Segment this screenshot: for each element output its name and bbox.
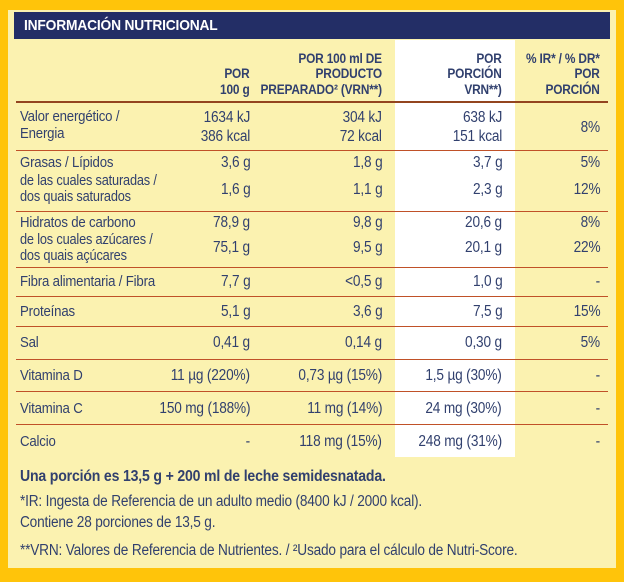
- value-ir: 5%: [580, 154, 601, 171]
- value-ir: -: [595, 273, 601, 290]
- row-vitamin-d: Vitamina D 11 µg (220%) 0,73 µg (15%) 1,…: [16, 360, 608, 392]
- value-ir: 8%: [580, 119, 601, 136]
- value-per-100g: 3,6 g: [220, 154, 251, 171]
- row-salt: Sal 0,41 g 0,14 g 0,30 g 5%: [16, 327, 608, 360]
- sub-value-portion: 2,3 g: [472, 181, 503, 198]
- row-fats: Grasas / Lípidos de las cuales saturadas…: [16, 151, 608, 212]
- row-calcium: Calcio - 118 mg (15%) 248 mg (31%) -: [16, 425, 608, 457]
- value-portion: 248 mg (31%): [418, 433, 502, 450]
- value-per-100g: 5,1 g: [220, 303, 251, 320]
- value-portion: 3,7 g: [472, 154, 503, 171]
- nutrition-panel: INFORMACIÓN NUTRICIONAL POR 100 g POR 10…: [8, 10, 616, 568]
- row-label: Calcio: [20, 433, 56, 450]
- nutrition-table: Valor energético / Energia 1634 kJ 386 kc…: [16, 105, 608, 457]
- value-ir: 8%: [580, 214, 601, 231]
- row-vitamin-c: Vitamina C 150 mg (188%) 11 mg (14%) 24 …: [16, 392, 608, 425]
- row-label: Vitamina D: [20, 367, 83, 384]
- value-prepared: 304 kJ 72 kcal: [340, 109, 382, 145]
- row-protein: Proteínas 5,1 g 3,6 g 7,5 g 15%: [16, 297, 608, 327]
- sub-value-prepared: 1,1 g: [352, 181, 383, 198]
- value-ir: -: [595, 367, 601, 384]
- value-per-100g: 7,7 g: [220, 273, 251, 290]
- value-prepared: 1,8 g: [352, 154, 383, 171]
- sub-value-per-100g: 75,1 g: [213, 239, 250, 256]
- value-portion: 0,30 g: [465, 334, 502, 351]
- row-label: Sal: [20, 334, 39, 351]
- value-ir: 15%: [573, 303, 600, 320]
- value-portion: 1,5 µg (30%): [425, 367, 502, 384]
- row-carbohydrates: Hidratos de carbono de los cuales azúcar…: [16, 212, 608, 268]
- col-header-per-portion: POR PORCIÓN VRN**): [447, 50, 502, 97]
- value-portion: 1,0 g: [472, 273, 503, 290]
- value-ir: -: [595, 400, 601, 417]
- row-energy: Valor energético / Energia 1634 kJ 386 kc…: [16, 105, 608, 151]
- sub-value-prepared: 9,5 g: [352, 239, 383, 256]
- value-prepared: 9,8 g: [352, 214, 383, 231]
- portion-note: Una porción es 13,5 g + 200 ml de leche …: [20, 468, 386, 485]
- value-portion: 20,6 g: [465, 214, 502, 231]
- value-portion: 24 mg (30%): [425, 400, 502, 417]
- col-header-per-100ml-prepared: POR 100 ml DE PRODUCTO PREPARADO² (VRN**…: [260, 50, 383, 97]
- value-portion: 638 kJ 151 kcal: [452, 109, 503, 145]
- row-label: Hidratos de carbono: [20, 214, 136, 231]
- value-per-100g: 11 µg (220%): [170, 367, 250, 384]
- title-bar: INFORMACIÓN NUTRICIONAL: [14, 12, 610, 39]
- value-per-100g: 150 mg (188%): [159, 400, 250, 417]
- value-prepared: 0,14 g: [345, 334, 382, 351]
- row-label: Fibra alimentaria / Fibra: [20, 273, 155, 290]
- column-headers: POR 100 g POR 100 ml DE PRODUCTO PREPARA…: [16, 40, 608, 103]
- value-ir: 5%: [580, 334, 601, 351]
- vrn-note: **VRN: Valores de Referencia de Nutrient…: [20, 542, 518, 559]
- col-header-ir-dr: % IR* / % DR* POR PORCIÓN: [526, 50, 600, 97]
- sub-row-label: de las cuales saturadas / dos quais satu…: [20, 173, 157, 205]
- value-prepared: 3,6 g: [352, 303, 383, 320]
- sub-value-ir: 22%: [573, 239, 600, 256]
- portion-column-highlight: [395, 40, 515, 457]
- sub-value-ir: 12%: [573, 181, 600, 198]
- servings-note: Contiene 28 porciones de 13,5 g.: [20, 514, 216, 531]
- sub-value-portion: 20,1 g: [465, 239, 502, 256]
- value-per-100g: -: [245, 433, 251, 450]
- row-label: Valor energético / Energia: [20, 108, 120, 142]
- ir-note: *IR: Ingesta de Referencia de un adulto …: [20, 493, 423, 510]
- sub-row-label: de los cuales azúcares / dos quais açúca…: [20, 232, 153, 264]
- value-per-100g: 78,9 g: [213, 214, 250, 231]
- row-label: Grasas / Lípidos: [20, 154, 114, 171]
- row-label: Proteínas: [20, 303, 75, 320]
- value-per-100g: 1634 kJ 386 kcal: [200, 109, 251, 145]
- value-per-100g: 0,41 g: [213, 334, 250, 351]
- value-portion: 7,5 g: [472, 303, 503, 320]
- value-ir: -: [595, 433, 601, 450]
- row-label: Vitamina C: [20, 400, 83, 417]
- sub-value-per-100g: 1,6 g: [220, 181, 251, 198]
- value-prepared: 118 mg (15%): [299, 433, 382, 450]
- value-prepared: 0,73 µg (15%): [298, 367, 382, 384]
- footer-notes: Una porción es 13,5 g + 200 ml de leche …: [20, 466, 610, 561]
- value-prepared: 11 mg (14%): [306, 400, 382, 417]
- page-title: INFORMACIÓN NUTRICIONAL: [24, 17, 218, 34]
- value-prepared: <0,5 g: [344, 273, 382, 290]
- col-header-per-100g: POR 100 g: [220, 66, 250, 97]
- row-fiber: Fibra alimentaria / Fibra 7,7 g <0,5 g 1…: [16, 268, 608, 297]
